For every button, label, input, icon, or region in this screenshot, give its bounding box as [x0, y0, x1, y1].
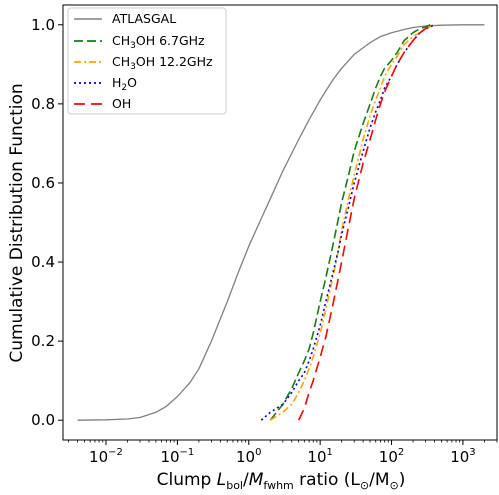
series-line-atlasgal [77, 24, 485, 421]
x-tick-label: 103 [450, 447, 475, 466]
legend-label-h2o: H2O [112, 75, 137, 93]
y-tick-label: 0.6 [31, 174, 55, 192]
y-tick-label: 0.8 [31, 95, 55, 113]
legend-label-ch3oh-6-7ghz: CH3OH 6.7GHz [112, 33, 205, 51]
x-axis-title: Clump Lbol/Mfwhm ratio (L⊙/M⊙) [157, 470, 406, 491]
y-tick-label: 1.0 [31, 16, 55, 34]
x-axis: 10−2 10−1 100 101 102 103 [68, 440, 498, 466]
legend-label-atlasgal: ATLASGAL [112, 11, 176, 26]
x-tick-label: 10−2 [89, 447, 123, 466]
series-line-h2o [260, 24, 435, 421]
x-tick-label: 10−1 [160, 447, 194, 466]
x-tick-label: 100 [236, 447, 261, 466]
legend: ATLASGAL CH3OH 6.7GHz CH3OH 12.2GHz H2O … [67, 7, 227, 115]
y-tick-label: 0.2 [31, 332, 55, 350]
legend-box [67, 7, 227, 115]
y-axis: 0.0 0.2 0.4 0.6 0.8 1.0 [31, 16, 63, 429]
series-layer [77, 24, 485, 421]
x-tick-label: 102 [379, 447, 404, 466]
legend-label-ch3oh-12-2ghz: CH3OH 12.2GHz [112, 54, 213, 72]
series-line-oh [297, 24, 431, 421]
series-line-ch3oh-12-2ghz [269, 24, 435, 421]
plot-frame [62, 4, 498, 441]
y-tick-label: 0.0 [31, 411, 55, 429]
legend-label-oh: OH [112, 96, 131, 111]
x-tick-label: 101 [307, 447, 332, 466]
y-tick-label: 0.4 [31, 253, 55, 271]
y-axis-title: Cumulative Distribution Function [7, 83, 27, 362]
series-line-ch3oh-6-7ghz [269, 24, 431, 421]
